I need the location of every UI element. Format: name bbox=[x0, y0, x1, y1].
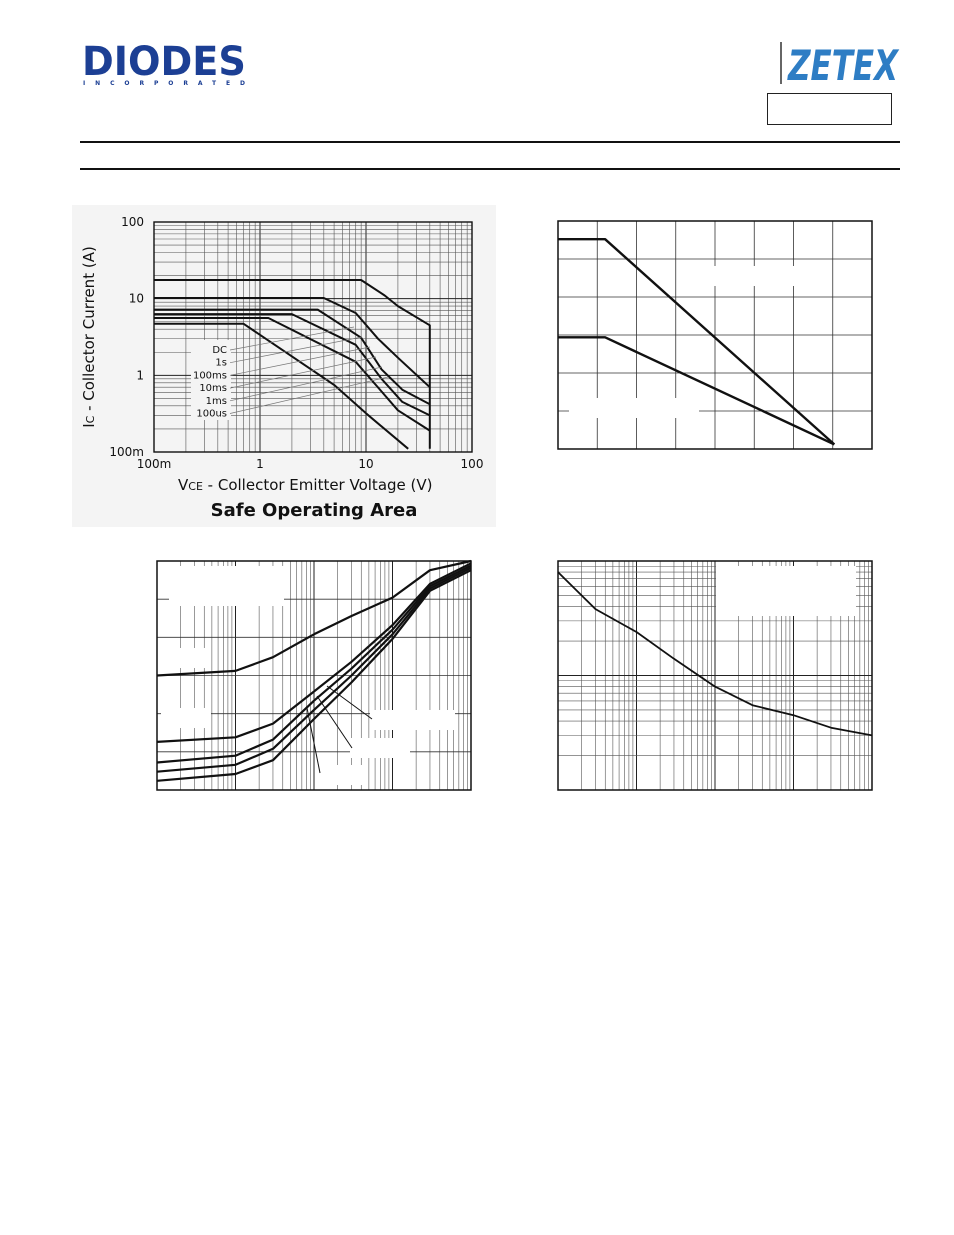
soa-legend-label: 100us bbox=[196, 409, 227, 420]
soa-x-tick-label: 100 bbox=[461, 457, 484, 471]
soa-legend-pointer bbox=[229, 356, 377, 389]
series-line-1s bbox=[154, 317, 431, 432]
series-line-curve-1 bbox=[156, 559, 472, 677]
soa-legend-label: 1ms bbox=[206, 396, 227, 407]
derating-label-box-lower bbox=[569, 398, 699, 418]
soa-title: Safe Operating Area bbox=[211, 500, 418, 521]
series-line-upper bbox=[558, 238, 836, 446]
soa-legend-label: 100ms bbox=[193, 370, 227, 381]
zetex-logo-text: ZETEX bbox=[787, 41, 900, 86]
section-rule bbox=[80, 168, 900, 170]
safe-operating-area-chart: 100m 1 10 100 100m 1 10 100 DC 1s 100ms 10ms 1ms 100… bbox=[72, 205, 496, 527]
diodes-logo: DIODES INCORPORATED bbox=[82, 39, 252, 88]
soa-x-tick-label: 1 bbox=[256, 457, 264, 471]
soa-legend-label: 10ms bbox=[199, 383, 227, 394]
soa-tick-labels: 100m 1 10 100 100m 1 10 100 bbox=[109, 215, 483, 471]
derating-series bbox=[558, 238, 836, 446]
soa-legend-label: 1s bbox=[215, 358, 227, 369]
derating-label-box-upper bbox=[688, 266, 818, 286]
soa-y-tick-label: 1 bbox=[136, 368, 144, 382]
soa-legend-box bbox=[191, 340, 231, 420]
series-line-lower bbox=[558, 336, 835, 446]
gain-leader-2 bbox=[316, 695, 353, 749]
soa-legend-pointer bbox=[229, 346, 371, 376]
series-line-curve bbox=[557, 571, 873, 737]
series-line-10ms bbox=[154, 308, 431, 406]
part-number-box bbox=[767, 93, 892, 125]
gain-label-box-4 bbox=[370, 710, 455, 730]
saturation-series bbox=[557, 571, 873, 737]
soa-y-tick-label: 10 bbox=[129, 292, 144, 306]
soa-legend-pointer bbox=[229, 366, 383, 402]
gain-label-box-1 bbox=[169, 566, 284, 606]
derating-chart bbox=[555, 218, 875, 452]
gain-label-box-3 bbox=[161, 708, 211, 728]
series-line-curve-5 bbox=[156, 569, 472, 782]
soa-legend-pointer bbox=[229, 336, 363, 364]
series-line-100us bbox=[154, 279, 431, 449]
soa-series bbox=[154, 279, 431, 450]
soa-y-tick-label: 100m bbox=[109, 445, 144, 459]
saturation-label-box bbox=[716, 566, 856, 616]
series-line-1ms bbox=[154, 297, 431, 388]
soa-frame bbox=[153, 221, 473, 453]
series-line-DC bbox=[154, 322, 409, 450]
gain-chart bbox=[155, 558, 473, 793]
series-line-curve-3 bbox=[156, 564, 472, 764]
gain-series bbox=[156, 559, 472, 782]
gain-label-box-5 bbox=[350, 738, 410, 758]
soa-x-tick-label: 10 bbox=[358, 457, 373, 471]
gain-label-box-6 bbox=[318, 765, 368, 785]
soa-legend-label: DC bbox=[212, 345, 227, 356]
series-line-100ms bbox=[154, 313, 431, 417]
saturation-frame bbox=[557, 560, 873, 791]
soa-legend-pointer bbox=[229, 376, 389, 414]
soa-legend-pointer bbox=[229, 326, 355, 351]
soa-y-tick-label: 100 bbox=[121, 215, 144, 229]
soa-x-axis-label: VCE - Collector Emitter Voltage (V) bbox=[178, 476, 433, 494]
gain-leader-1 bbox=[326, 685, 373, 720]
gain-label-box-2 bbox=[161, 648, 211, 668]
series-line-curve-4 bbox=[156, 566, 472, 773]
series-line-curve-2 bbox=[156, 562, 472, 743]
derating-grid bbox=[558, 221, 872, 449]
soa-y-axis-label: IC - Collector Current (A) bbox=[80, 246, 98, 428]
zetex-logo: ZETEX bbox=[778, 38, 900, 90]
gain-leader-3 bbox=[306, 707, 321, 774]
derating-frame bbox=[557, 220, 873, 450]
gain-frame bbox=[156, 560, 472, 791]
diodes-logo-text: DIODES bbox=[82, 40, 246, 85]
header-rule bbox=[80, 141, 900, 143]
soa-x-tick-label: 100m bbox=[137, 457, 172, 471]
saturation-chart bbox=[556, 558, 874, 793]
